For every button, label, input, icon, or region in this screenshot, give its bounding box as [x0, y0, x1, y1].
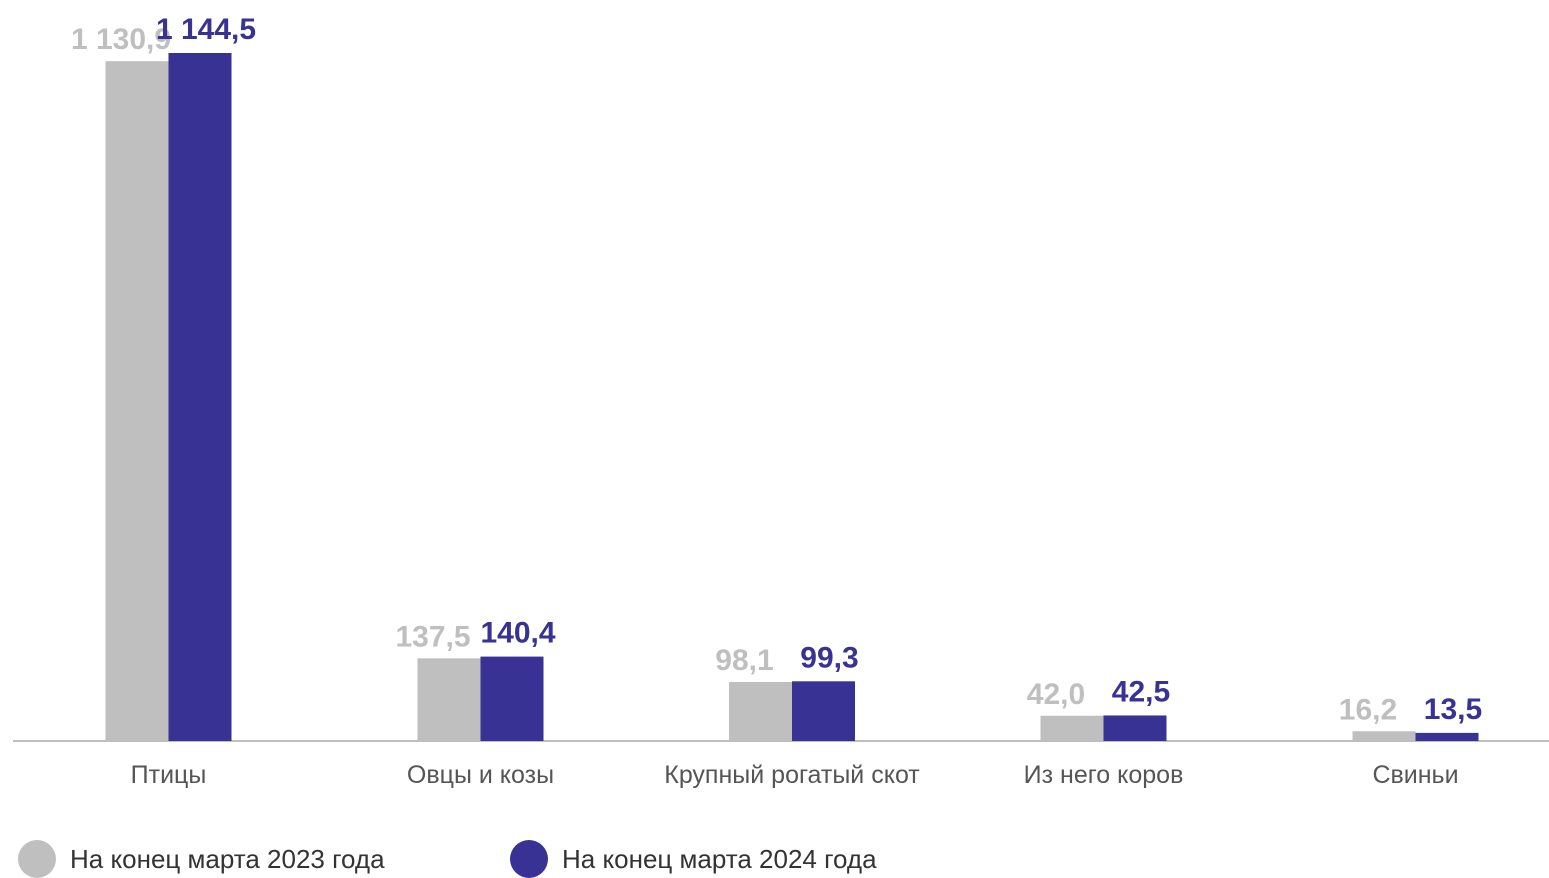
- category-label-3: Из него коров: [1024, 761, 1184, 789]
- bar-2023-3: [1040, 715, 1104, 741]
- bar-2024-2: [792, 681, 855, 741]
- bar-2024-3: [1103, 715, 1167, 741]
- bar-2024-1: [480, 656, 544, 741]
- data-label-2024-1: 140,4: [480, 617, 555, 650]
- bar-2023-0: [105, 61, 169, 741]
- data-label-2023-4: 16,2: [1339, 693, 1397, 726]
- data-label-2023-3: 42,0: [1027, 678, 1085, 711]
- data-label-2024-2: 99,3: [800, 641, 858, 674]
- legend-swatch-2024: [510, 840, 548, 878]
- category-label-0: Птицы: [131, 761, 207, 789]
- legend-swatch-2023: [18, 840, 56, 878]
- data-label-2023-2: 98,1: [715, 644, 773, 677]
- data-label-2024-0: 1 144,5: [156, 13, 256, 46]
- category-label-1: Овцы и козы: [407, 761, 554, 789]
- bar-2024-4: [1415, 732, 1479, 741]
- bar-2023-4: [1352, 731, 1416, 741]
- legend-item-2023: На конец марта 2023 года: [18, 840, 385, 878]
- category-label-4: Свиньи: [1372, 761, 1458, 789]
- bar-2024-0: [168, 53, 232, 741]
- legend-label-2024: На конец марта 2024 года: [562, 843, 877, 874]
- category-label-2: Крупный рогатый скот: [664, 761, 920, 789]
- data-label-2024-4: 13,5: [1424, 693, 1482, 726]
- data-label-2023-0: 1 130,9: [71, 23, 171, 56]
- legend-label-2023: На конец марта 2023 года: [70, 843, 385, 874]
- bar-2023-1: [417, 658, 481, 741]
- legend-item-2024: На конец марта 2024 года: [510, 840, 877, 878]
- bar-2023-2: [729, 682, 792, 741]
- data-label-2024-3: 42,5: [1112, 675, 1170, 708]
- data-label-2023-1: 137,5: [395, 620, 470, 653]
